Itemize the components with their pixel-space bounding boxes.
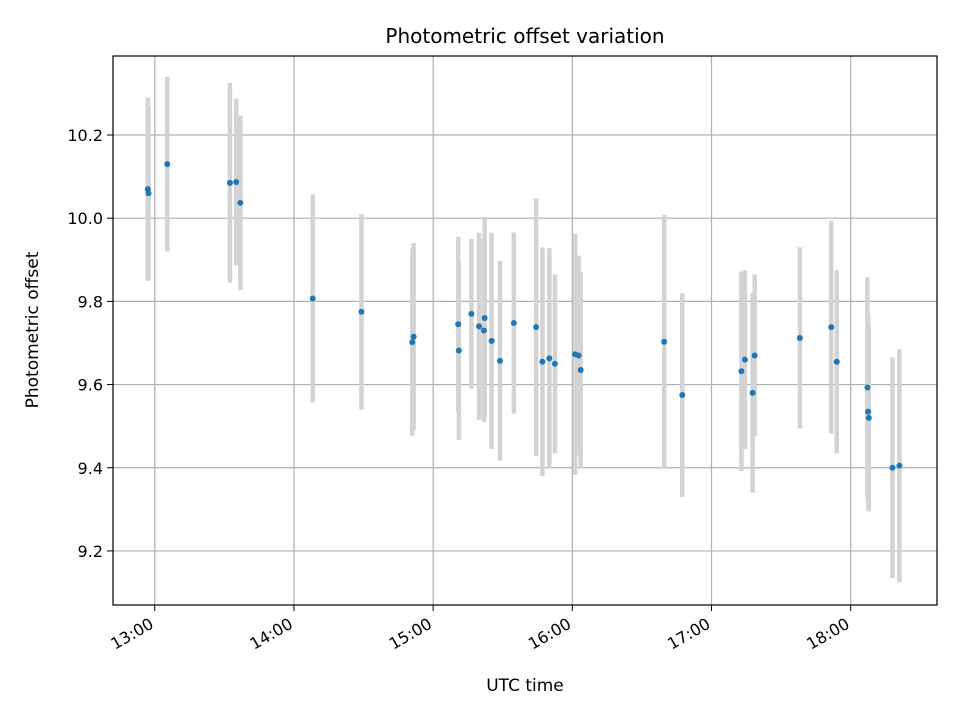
- data-point: [468, 310, 475, 317]
- data-point: [751, 352, 758, 359]
- y-tick-label: 10.2: [67, 126, 103, 145]
- data-point: [476, 323, 483, 330]
- x-axis-label: UTC time: [486, 676, 564, 696]
- data-point: [546, 355, 553, 362]
- data-point: [661, 338, 668, 345]
- data-point: [309, 295, 316, 302]
- data-point: [145, 190, 152, 197]
- data-point: [488, 337, 495, 344]
- data-point: [533, 324, 540, 331]
- y-tick-label: 9.4: [78, 459, 103, 478]
- data-point: [551, 360, 558, 367]
- y-tick-label: 9.8: [78, 292, 103, 311]
- data-point: [510, 320, 517, 327]
- data-point: [233, 179, 240, 186]
- data-point: [226, 179, 233, 186]
- data-point: [237, 199, 244, 206]
- data-point: [679, 391, 686, 398]
- data-point: [796, 334, 803, 341]
- data-point: [575, 352, 582, 359]
- data-point: [828, 324, 835, 331]
- y-tick-label: 9.6: [78, 376, 103, 395]
- data-point: [896, 462, 903, 469]
- data-point: [738, 368, 745, 375]
- data-points: [144, 161, 903, 471]
- plot-frame: [112, 55, 938, 606]
- data-point: [164, 161, 171, 168]
- data-point: [833, 358, 840, 365]
- data-point: [480, 327, 487, 334]
- data-point: [481, 315, 488, 322]
- data-point: [539, 358, 546, 365]
- data-point: [577, 367, 584, 374]
- data-point: [455, 347, 462, 354]
- data-point: [865, 408, 872, 415]
- data-point: [410, 333, 417, 340]
- y-axis: 9.2 9.4 9.6 9.8 10.0 10.2: [67, 126, 113, 561]
- data-point: [864, 384, 871, 391]
- y-axis-label: Photometric offset: [23, 251, 43, 408]
- data-point: [741, 356, 748, 363]
- data-point: [749, 389, 756, 396]
- data-point: [496, 357, 503, 364]
- data-point: [358, 308, 365, 315]
- data-point: [409, 339, 416, 346]
- data-point: [865, 414, 872, 421]
- data-point: [889, 464, 896, 471]
- data-point: [455, 321, 462, 328]
- y-tick-label: 10.0: [67, 209, 103, 228]
- chart-title: Photometric offset variation: [385, 24, 664, 48]
- y-tick-label: 9.2: [78, 542, 103, 561]
